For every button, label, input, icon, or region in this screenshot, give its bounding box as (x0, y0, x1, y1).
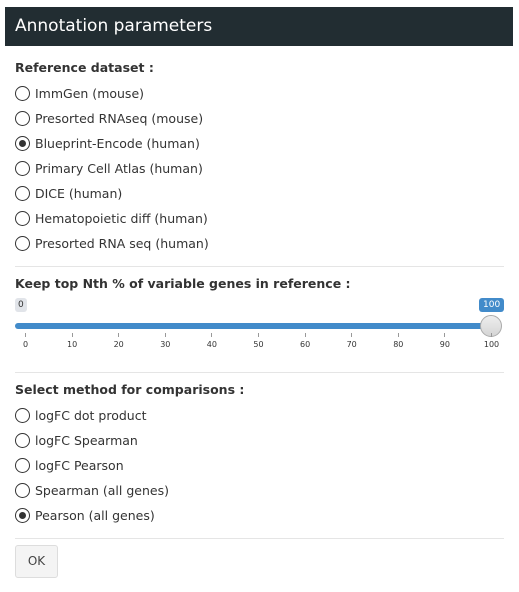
radio-button[interactable] (15, 457, 30, 473)
slider-tick-mark (397, 333, 399, 337)
reference-option[interactable]: Presorted RNAseq (mouse) (15, 108, 203, 128)
slider-tick-mark (304, 333, 306, 337)
method-option[interactable]: Spearman (all genes) (15, 480, 169, 500)
method-option[interactable]: logFC Spearman (15, 430, 138, 450)
reference-option[interactable]: Hematopoietic diff (human) (15, 208, 208, 228)
slider-tick-mark (25, 333, 26, 337)
slider-tick-mark (491, 333, 492, 337)
radio-label: Presorted RNA seq (human) (35, 235, 209, 251)
method-option[interactable]: Pearson (all genes) (15, 505, 155, 525)
slider-tick-mark (258, 333, 259, 337)
slider-tick-mark (351, 333, 353, 337)
radio-label: Primary Cell Atlas (human) (35, 160, 203, 176)
radio-label: logFC Spearman (35, 432, 138, 448)
radio-label: Presorted RNAseq (mouse) (35, 110, 204, 126)
radio-label: Pearson (all genes) (35, 507, 155, 523)
slider-fill (15, 323, 493, 329)
radio-label: logFC Pearson (35, 457, 124, 473)
slider-min-label: 0 (15, 298, 27, 312)
radio-button[interactable] (15, 110, 30, 126)
radio-button[interactable] (15, 407, 30, 423)
radio-button[interactable] (15, 432, 30, 448)
slider-tick-mark (118, 333, 120, 337)
divider (15, 266, 504, 267)
reference-option[interactable]: Primary Cell Atlas (human) (15, 158, 203, 178)
ok-button[interactable]: OK (15, 545, 58, 578)
variable-genes-label: Keep top Nth % of variable genes in refe… (15, 276, 351, 291)
radio-button[interactable] (15, 210, 30, 226)
slider-tick-label: 50 (253, 340, 264, 349)
divider (15, 538, 504, 539)
variable-genes-slider[interactable]: 0 100 0 10 20 30 40 50 60 70 80 90 100 (5, 296, 513, 356)
radio-button[interactable] (15, 135, 30, 151)
reference-option[interactable]: ImmGen (mouse) (15, 83, 144, 103)
annotation-panel: Annotation parameters Reference dataset … (5, 7, 513, 587)
comparison-method-label: Select method for comparisons : (15, 382, 245, 397)
radio-button[interactable] (15, 85, 30, 101)
slider-tick-label: 0 (22, 340, 29, 349)
slider-tick-mark (164, 333, 166, 337)
reference-option[interactable]: Presorted RNA seq (human) (15, 233, 209, 253)
radio-button[interactable] (15, 235, 30, 251)
radio-label: Spearman (all genes) (35, 482, 169, 498)
radio-button[interactable] (15, 507, 30, 523)
slider-tick-label: 80 (393, 340, 404, 349)
radio-label: Blueprint-Encode (human) (35, 135, 200, 151)
slider-tick-mark (71, 333, 73, 337)
slider-tick-label: 10 (67, 340, 78, 349)
slider-tick-label: 20 (113, 340, 124, 349)
panel-title: Annotation parameters (5, 7, 513, 46)
divider (15, 372, 504, 373)
reference-option[interactable]: Blueprint-Encode (human) (15, 133, 200, 153)
radio-button[interactable] (15, 482, 30, 498)
radio-label: logFC dot product (35, 407, 147, 423)
slider-tick-label: 100 (483, 340, 500, 349)
reference-option[interactable]: DICE (human) (15, 183, 122, 203)
reference-dataset-label: Reference dataset : (15, 60, 154, 75)
slider-tick-mark (444, 333, 446, 337)
slider-value-label: 100 (479, 298, 505, 312)
slider-tick-label: 90 (439, 340, 450, 349)
method-option[interactable]: logFC Pearson (15, 455, 124, 475)
slider-track[interactable] (15, 323, 493, 329)
slider-tick-label: 60 (300, 340, 311, 349)
radio-label: DICE (human) (35, 185, 123, 201)
radio-button[interactable] (15, 185, 30, 201)
method-option[interactable]: logFC dot product (15, 405, 146, 425)
slider-tick-label: 40 (206, 340, 217, 349)
slider-tick-mark (211, 333, 213, 337)
slider-tick-label: 30 (160, 340, 171, 349)
radio-label: Hematopoietic diff (human) (35, 210, 208, 226)
radio-label: ImmGen (mouse) (35, 85, 145, 101)
radio-button[interactable] (15, 160, 30, 176)
slider-tick-label: 70 (346, 340, 357, 349)
